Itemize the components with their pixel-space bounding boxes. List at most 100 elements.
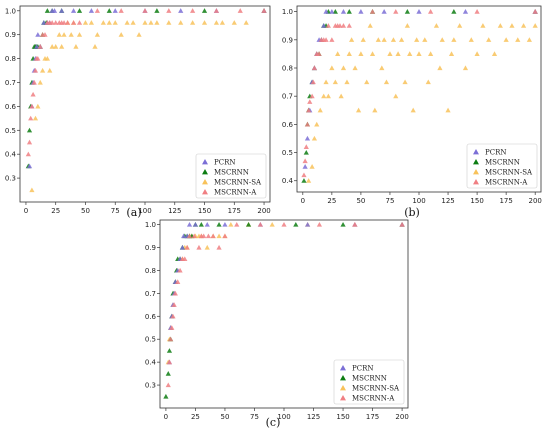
x-tick-label: 175	[366, 413, 379, 421]
data-point	[53, 44, 59, 49]
data-point	[181, 233, 187, 239]
data-point	[228, 221, 234, 227]
data-point	[41, 20, 47, 25]
y-tick-label: 1.0	[282, 8, 293, 16]
data-point	[346, 51, 352, 56]
data-point	[338, 93, 344, 99]
y-tick-label: 0.7	[282, 93, 293, 101]
data-point	[25, 151, 31, 157]
y-tick-label: 0.5	[282, 149, 293, 157]
data-point	[340, 9, 347, 14]
data-point	[65, 20, 71, 25]
data-point	[29, 103, 35, 109]
data-point	[204, 244, 210, 250]
data-point	[428, 9, 434, 14]
data-point	[31, 79, 37, 85]
data-point	[355, 107, 362, 113]
data-point	[360, 37, 366, 42]
x-tick-label: 200	[529, 197, 542, 205]
data-point	[35, 55, 41, 61]
y-tick-label: 0.3	[145, 382, 156, 390]
data-point	[88, 8, 95, 13]
data-point	[175, 279, 181, 284]
legend: PCRN MSCRNN MSCRNN-SA MSCRNN-A	[466, 143, 538, 189]
data-point	[178, 20, 184, 25]
data-point	[49, 20, 55, 25]
legend-label: MSCRNN-A	[352, 395, 395, 403]
data-point	[61, 32, 67, 37]
data-point	[30, 91, 36, 97]
y-tick-label: 0.9	[5, 31, 16, 39]
data-point	[191, 233, 197, 239]
data-point	[47, 67, 53, 73]
legend: PCRN MSCRNN MSCRNN-SA MSCRNN-A	[195, 153, 267, 199]
data-point	[44, 55, 50, 61]
legend-marker	[202, 159, 208, 165]
x-tick-label: 0	[24, 207, 28, 215]
legend-box	[195, 153, 267, 199]
data-point	[462, 9, 469, 14]
data-point	[520, 23, 527, 28]
panel-caption: (c)	[266, 416, 281, 429]
data-point	[437, 65, 443, 71]
legend-marker	[340, 395, 346, 401]
data-point	[425, 79, 431, 85]
legend-marker	[340, 365, 346, 371]
legend-label: PCRN	[352, 365, 373, 373]
legend-box	[466, 143, 538, 189]
data-point	[76, 8, 83, 13]
x-tick-label: 100	[277, 413, 290, 421]
data-point	[372, 107, 378, 113]
data-point	[154, 20, 160, 25]
data-point	[448, 51, 455, 56]
data-point	[369, 51, 376, 56]
data-point	[51, 8, 58, 13]
legend-marker	[473, 149, 479, 155]
data-point	[304, 121, 311, 127]
data-point	[304, 135, 311, 141]
data-point	[325, 23, 331, 28]
data-point	[59, 44, 65, 49]
x-tick-label: 100	[412, 197, 425, 205]
data-point	[210, 233, 216, 239]
legend-label: PCRN	[214, 159, 235, 167]
data-point	[26, 127, 33, 133]
data-point	[387, 51, 393, 56]
data-point	[332, 9, 338, 14]
data-point	[237, 8, 243, 13]
y-tick-label: 0.8	[5, 55, 16, 63]
data-point	[28, 115, 34, 121]
legend-marker	[340, 375, 346, 381]
x-tick-label: 150	[198, 207, 211, 215]
data-point	[148, 20, 154, 25]
x-tick-label: 25	[327, 197, 336, 205]
data-point	[306, 107, 312, 113]
series-mscrnn-a	[301, 9, 538, 178]
data-point	[364, 79, 370, 85]
x-tick-label: 175	[228, 207, 241, 215]
data-point	[390, 37, 397, 42]
data-point	[204, 221, 210, 227]
x-tick-label: 175	[499, 197, 512, 205]
x-tick-label: 125	[168, 207, 181, 215]
data-point	[142, 8, 148, 13]
data-point	[526, 37, 532, 42]
data-point	[29, 187, 35, 193]
y-tick-label: 0.7	[5, 79, 16, 87]
data-point	[379, 65, 385, 71]
y-tick-label: 0.7	[145, 290, 156, 298]
data-point	[100, 20, 106, 25]
data-point	[381, 9, 387, 14]
chart-panel-1: 0 25 50 75 100 125 150 175 200 0.3 0.4 0.5 0.6 0.7 0.8…	[5, 5, 271, 215]
data-point	[497, 23, 503, 28]
legend-marker	[473, 169, 479, 175]
data-point	[94, 32, 100, 37]
panel-caption: (b)	[404, 206, 420, 219]
data-point	[349, 37, 355, 42]
x-tick-label: 75	[385, 197, 394, 205]
data-point	[332, 79, 338, 85]
data-point	[491, 51, 498, 56]
data-point	[358, 51, 364, 56]
data-point	[395, 51, 401, 56]
legend-marker	[473, 159, 479, 165]
